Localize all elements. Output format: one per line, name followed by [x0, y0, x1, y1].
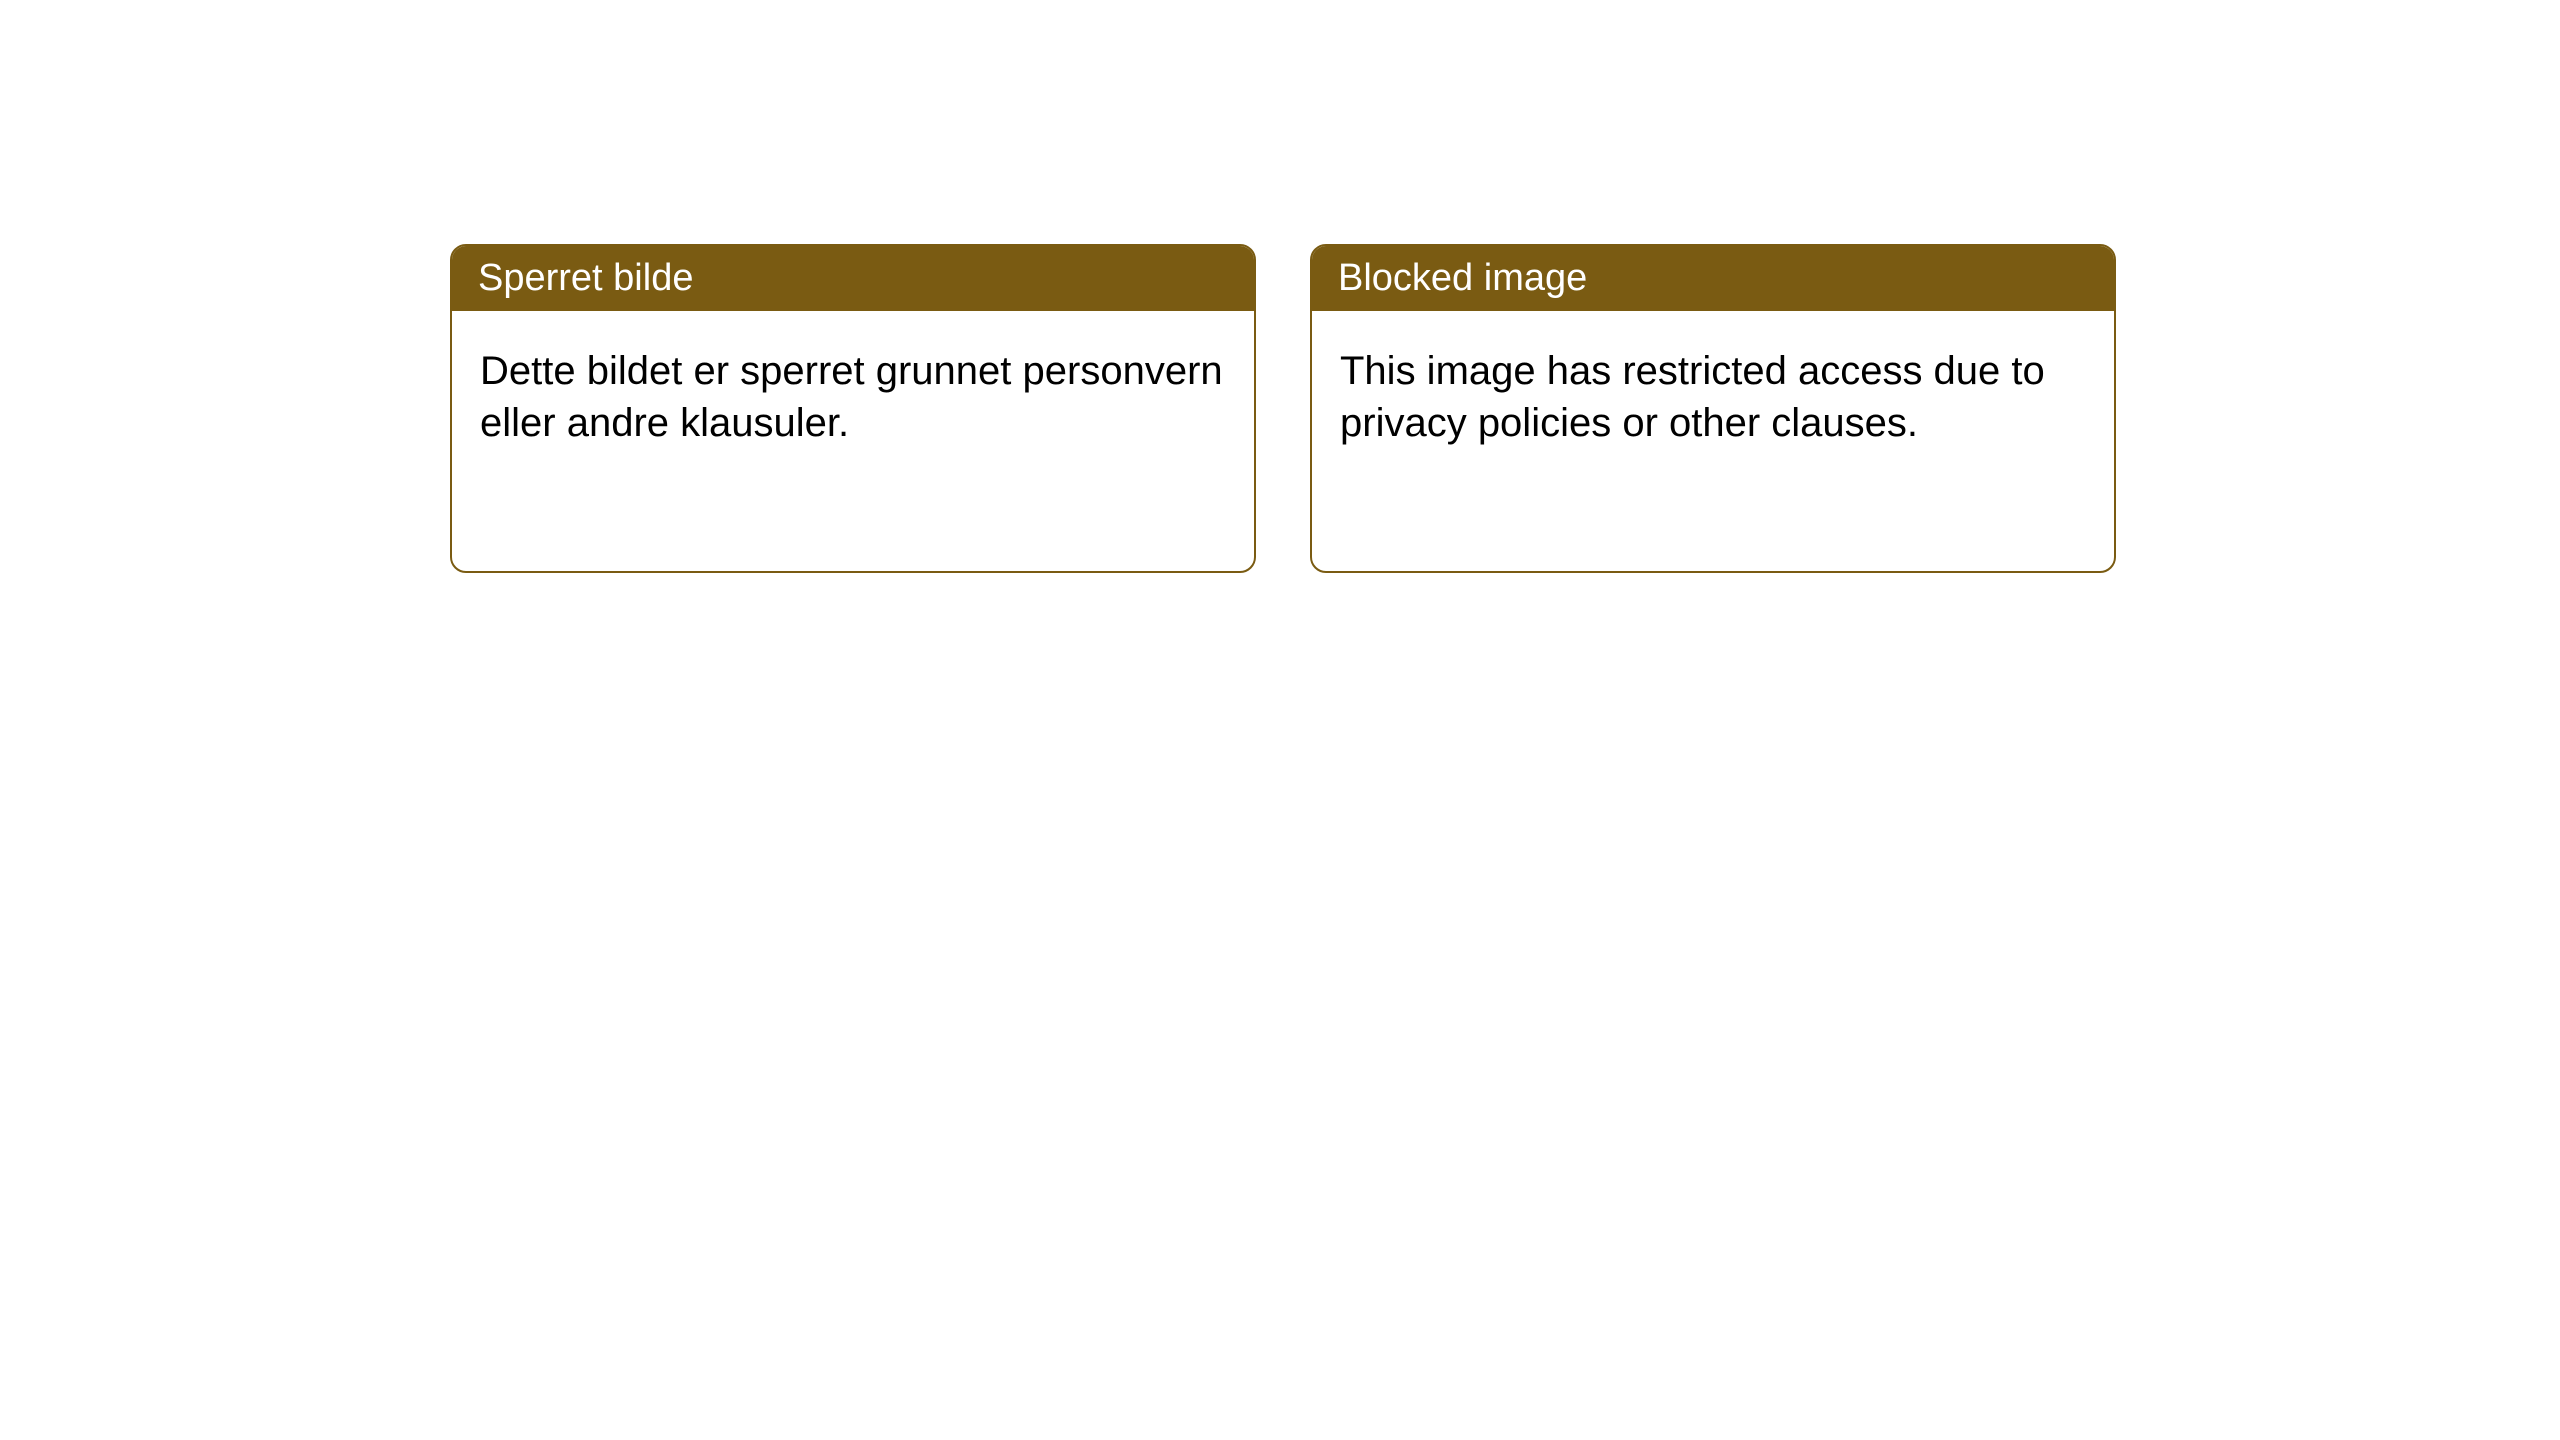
- notice-container: Sperret bilde Dette bildet er sperret gr…: [0, 0, 2560, 573]
- notice-box-norwegian: Sperret bilde Dette bildet er sperret gr…: [450, 244, 1256, 573]
- notice-body-english: This image has restricted access due to …: [1312, 311, 2114, 571]
- notice-header-norwegian: Sperret bilde: [452, 246, 1254, 311]
- notice-header-english: Blocked image: [1312, 246, 2114, 311]
- notice-body-norwegian: Dette bildet er sperret grunnet personve…: [452, 311, 1254, 571]
- notice-box-english: Blocked image This image has restricted …: [1310, 244, 2116, 573]
